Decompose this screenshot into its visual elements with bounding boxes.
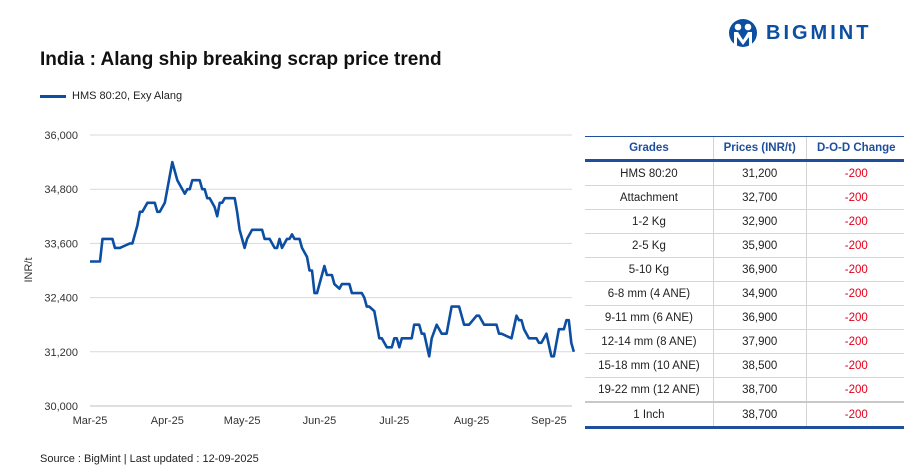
table-row: 2-5 Kg 35,900 -200: [585, 233, 904, 258]
table-row: 1 Inch 38,700 -200: [585, 401, 904, 429]
series-line: [90, 160, 576, 358]
table-row: 5-10 Kg 36,900 -200: [585, 257, 904, 282]
table-body: HMS 80:20 31,200 -200 Attachment 32,700 -200 1…: [585, 160, 904, 429]
grade-cell: 5-10 Kg: [585, 257, 714, 282]
price-cell: 32,900: [712, 209, 807, 234]
table-row: 15-18 mm (10 ANE) 38,500 -200: [585, 353, 904, 378]
change-cell: -200: [805, 377, 904, 403]
grade-cell: 9-11 mm (6 ANE): [585, 305, 714, 330]
y-tick-label: 34,800: [44, 184, 78, 196]
price-cell: 34,900: [712, 281, 807, 306]
brand-logo: BIGMINT: [728, 18, 871, 48]
y-tick-label: 32,400: [44, 293, 78, 305]
x-tick-label: Jun-25: [303, 415, 337, 427]
legend-label: HMS 80:20, Exy Alang: [72, 90, 183, 102]
y-tick-label: 30,000: [44, 401, 78, 413]
x-tick-label: Sep-25: [531, 415, 566, 427]
source-note: Source : BigMint | Last updated : 12-09-…: [40, 453, 259, 465]
change-cell: -200: [805, 401, 904, 429]
price-cell: 38,700: [712, 401, 807, 429]
change-cell: -200: [805, 257, 904, 282]
x-tick-label: Mar-25: [73, 415, 108, 427]
change-cell: -200: [805, 233, 904, 258]
grade-cell: Attachment: [585, 185, 714, 210]
price-table: Grades Prices (INR/t) D-O-D Change HMS 80:…: [585, 136, 904, 429]
column-header: Grades: [585, 136, 714, 162]
table-row: 1-2 Kg 32,900 -200: [585, 209, 904, 234]
price-cell: 36,900: [712, 257, 807, 282]
price-cell: 31,200: [712, 160, 807, 186]
y-tick-label: 33,600: [44, 238, 78, 250]
price-cell: 36,900: [712, 305, 807, 330]
grade-cell: 19-22 mm (12 ANE): [585, 377, 714, 403]
change-cell: -200: [805, 185, 904, 210]
brand-name: BIGMINT: [766, 21, 872, 44]
table-row: 6-8 mm (4 ANE) 34,900 -200: [585, 281, 904, 306]
price-cell: 35,900: [712, 233, 807, 258]
x-tick-label: Apr-25: [151, 415, 184, 427]
price-cell: 37,900: [712, 329, 807, 354]
x-tick-label: Aug-25: [454, 415, 489, 427]
change-cell: -200: [805, 160, 904, 186]
x-tick-label: Jul-25: [379, 415, 409, 427]
grade-cell: 1 Inch: [585, 401, 714, 429]
grade-cell: 6-8 mm (4 ANE): [585, 281, 714, 306]
price-cell: 38,700: [712, 377, 807, 403]
table-header-row: Grades Prices (INR/t) D-O-D Change: [585, 136, 904, 162]
y-axis-label: INR/t: [23, 257, 35, 282]
legend: HMS 80:20, Exy Alang: [40, 90, 182, 102]
y-tick-label: 36,000: [44, 130, 78, 142]
table-row: HMS 80:20 31,200 -200: [585, 160, 904, 186]
grade-cell: 2-5 Kg: [585, 233, 714, 258]
price-cell: 32,700: [712, 185, 807, 210]
legend-swatch: [40, 94, 66, 98]
change-cell: -200: [805, 353, 904, 378]
grade-cell: HMS 80:20: [585, 160, 714, 186]
change-cell: -200: [805, 281, 904, 306]
grade-cell: 1-2 Kg: [585, 209, 714, 234]
column-header: Prices (INR/t): [712, 136, 807, 162]
table-row: 12-14 mm (8 ANE) 37,900 -200: [585, 329, 904, 354]
grade-cell: 15-18 mm (10 ANE): [585, 353, 714, 378]
change-cell: -200: [805, 305, 904, 330]
change-cell: -200: [805, 329, 904, 354]
price-cell: 38,500: [712, 353, 807, 378]
table-row: 9-11 mm (6 ANE) 36,900 -200: [585, 305, 904, 330]
table-row: 19-22 mm (12 ANE) 38,700 -200: [585, 377, 904, 403]
chart-title: India : Alang ship breaking scrap price …: [40, 49, 442, 70]
bigmint-logo-icon: [729, 19, 757, 47]
grade-cell: 12-14 mm (8 ANE): [585, 329, 714, 354]
change-cell: -200: [805, 209, 904, 234]
y-tick-label: 31,200: [44, 347, 78, 359]
column-header: D-O-D Change: [805, 136, 904, 162]
x-tick-label: May-25: [224, 415, 261, 427]
table-row: Attachment 32,700 -200: [585, 185, 904, 210]
